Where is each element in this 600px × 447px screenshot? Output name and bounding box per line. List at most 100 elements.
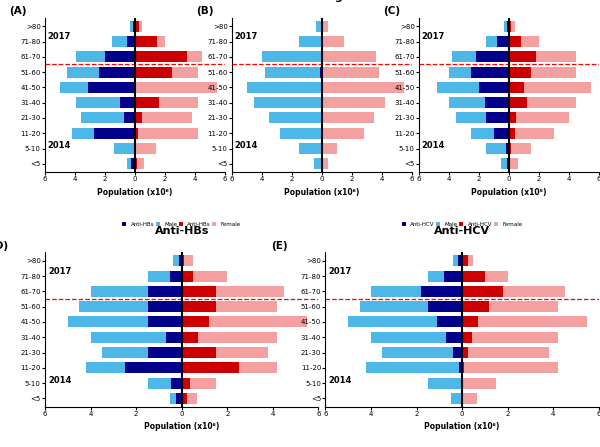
Bar: [127, 36, 135, 47]
Bar: [182, 332, 277, 343]
Title: Anti-HAV: Anti-HAV: [107, 0, 163, 2]
Bar: [148, 316, 182, 328]
Bar: [367, 363, 462, 373]
Bar: [322, 67, 379, 78]
Bar: [182, 301, 216, 312]
Bar: [135, 51, 187, 62]
Bar: [170, 393, 182, 404]
Bar: [462, 316, 478, 328]
Bar: [509, 67, 577, 78]
Bar: [322, 51, 376, 62]
Bar: [182, 255, 184, 266]
Bar: [462, 301, 490, 312]
Bar: [497, 36, 509, 47]
Bar: [299, 36, 322, 47]
Bar: [91, 286, 182, 297]
Bar: [506, 143, 509, 154]
Bar: [133, 21, 135, 32]
Bar: [462, 363, 558, 373]
Bar: [509, 36, 521, 47]
Bar: [182, 393, 197, 404]
Text: 2017: 2017: [421, 33, 445, 42]
Bar: [479, 82, 509, 93]
Bar: [505, 21, 509, 32]
Bar: [76, 97, 135, 108]
Bar: [462, 347, 468, 358]
Bar: [321, 51, 322, 62]
Bar: [68, 316, 182, 328]
Bar: [487, 113, 509, 123]
Bar: [509, 97, 527, 108]
Text: 2017: 2017: [329, 267, 352, 276]
Bar: [462, 378, 463, 388]
Bar: [322, 36, 344, 47]
Bar: [254, 97, 322, 108]
Bar: [509, 158, 518, 169]
Text: 2014: 2014: [329, 375, 352, 384]
Bar: [462, 255, 469, 266]
Bar: [125, 363, 182, 373]
Bar: [114, 143, 135, 154]
Text: (E): (E): [271, 241, 287, 251]
Bar: [462, 378, 496, 388]
Bar: [348, 316, 462, 328]
Bar: [462, 393, 463, 404]
Bar: [182, 347, 216, 358]
Bar: [72, 128, 135, 139]
Legend: Anti-HBs, Male, Anti-HBs, Female: Anti-HBs, Male, Anti-HBs, Female: [121, 221, 242, 228]
Title: HBsAg: HBsAg: [302, 0, 342, 2]
Bar: [134, 143, 135, 154]
Bar: [124, 113, 135, 123]
Bar: [472, 128, 509, 139]
Bar: [135, 36, 157, 47]
Bar: [112, 36, 135, 47]
Bar: [88, 82, 135, 93]
Bar: [182, 347, 268, 358]
Text: (C): (C): [383, 6, 400, 17]
Bar: [421, 286, 462, 297]
Bar: [437, 82, 509, 93]
Bar: [322, 143, 337, 154]
Bar: [127, 158, 135, 169]
Bar: [509, 158, 511, 169]
Bar: [322, 82, 404, 93]
Bar: [509, 128, 515, 139]
Bar: [135, 143, 136, 154]
Bar: [135, 128, 198, 139]
Bar: [462, 347, 548, 358]
Bar: [461, 378, 462, 388]
Bar: [182, 332, 197, 343]
Bar: [462, 301, 558, 312]
Bar: [509, 97, 577, 108]
Bar: [509, 36, 539, 47]
Bar: [316, 21, 322, 32]
Bar: [509, 51, 536, 62]
Bar: [182, 270, 227, 282]
Bar: [182, 363, 277, 373]
Bar: [247, 82, 322, 93]
Bar: [509, 82, 592, 93]
Bar: [322, 82, 323, 93]
Text: 2017: 2017: [234, 33, 257, 42]
Bar: [166, 332, 182, 343]
Bar: [179, 255, 182, 266]
Bar: [91, 332, 182, 343]
Bar: [322, 67, 323, 78]
Title: Anti-HBs: Anti-HBs: [155, 226, 209, 236]
Bar: [462, 270, 508, 282]
Bar: [182, 286, 284, 297]
Bar: [60, 82, 135, 93]
Bar: [148, 301, 182, 312]
Bar: [509, 21, 511, 32]
Text: 2017: 2017: [47, 33, 70, 42]
Bar: [135, 36, 165, 47]
Bar: [182, 301, 277, 312]
Bar: [322, 158, 328, 169]
Text: 2014: 2014: [421, 141, 445, 150]
Bar: [135, 128, 138, 139]
Bar: [182, 255, 193, 266]
Bar: [452, 51, 509, 62]
Bar: [506, 21, 509, 32]
Bar: [462, 316, 587, 328]
Bar: [135, 143, 156, 154]
